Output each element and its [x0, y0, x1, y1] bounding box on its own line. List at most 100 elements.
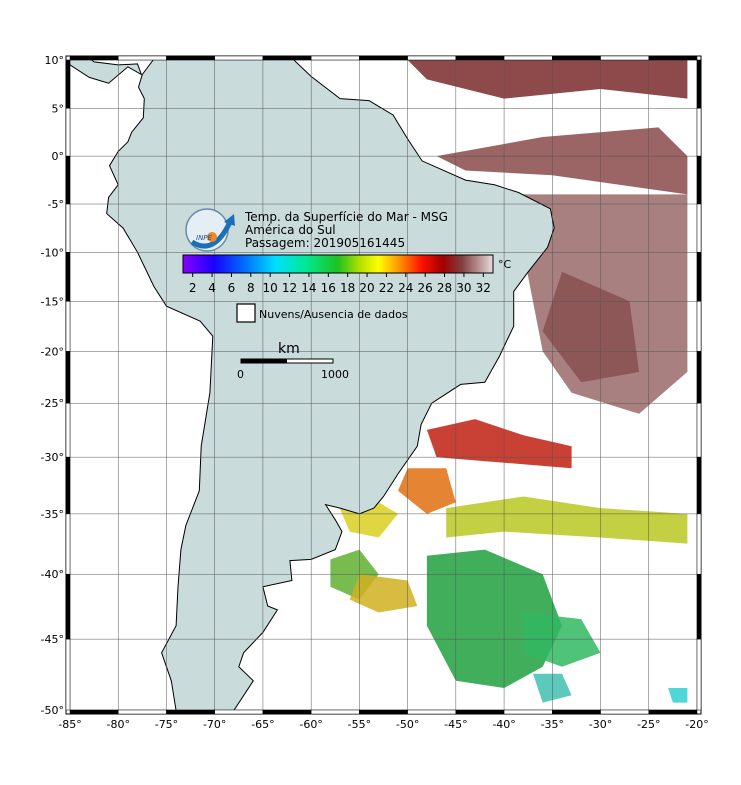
lon-tick-label: -35°: [541, 718, 564, 731]
sst-patch: [523, 612, 601, 667]
colorbar-ticks: 2 4 6 8 10 12 14 16 18 20 22 24 26 28 30 32: [189, 273, 491, 295]
frame-segment: [65, 456, 71, 515]
scale-start: 0: [237, 368, 244, 381]
colorbar-tick-label: 24: [398, 281, 413, 295]
frame-segment: [65, 638, 71, 711]
colorbar-tick-label: 10: [263, 281, 278, 295]
frame-segment: [600, 709, 650, 715]
logo-sun: [207, 232, 217, 242]
frame-segment: [65, 155, 71, 205]
logo-swoosh: [190, 220, 233, 249]
frame-segment: [648, 55, 698, 61]
frame-segment: [69, 55, 119, 61]
colorbar-tick-label: 32: [476, 281, 491, 295]
frame-segment: [503, 55, 553, 61]
frame-segment: [214, 55, 264, 61]
frame-segment: [310, 55, 360, 61]
lat-tick-label: -25°: [41, 397, 64, 410]
frame-segment: [407, 709, 457, 715]
frame-segment: [696, 456, 702, 515]
frame-segment: [696, 351, 702, 404]
frame-segment: [600, 55, 650, 61]
frame-segment: [69, 709, 119, 715]
lon-tick-label: -80°: [106, 718, 129, 731]
frame-segment: [65, 513, 71, 575]
colorbar-tick-label: 26: [418, 281, 433, 295]
frame-segment: [359, 55, 408, 61]
central-america: [70, 60, 143, 84]
frame-segment: [503, 709, 553, 715]
frame-segment: [696, 638, 702, 711]
sst-patch: [407, 60, 688, 99]
frame-segment: [696, 402, 702, 458]
legend-label: Nuvens/Ausencia de dados: [259, 308, 408, 321]
frame-segment: [696, 155, 702, 205]
frame-segment: [455, 55, 505, 61]
sst-patch: [542, 271, 640, 383]
logo-text: INPE: [196, 234, 213, 242]
scale-end: 1000: [321, 368, 349, 381]
map-frame: [65, 55, 702, 715]
axis-labels: 10° 5° 0° -5° -10° -15° -20° -25° -30° -35° -40° -4…: [41, 54, 709, 731]
sst-patch: [426, 419, 572, 469]
colorbar-tick-label: 22: [379, 281, 394, 295]
colorbar-tick-label: 20: [359, 281, 374, 295]
logo-arrow: [224, 214, 235, 226]
lat-tick-label: 10°: [45, 54, 65, 67]
legend-swatch: [236, 303, 256, 323]
colorbar-tick-label: 2: [189, 281, 197, 295]
sst-patch: [436, 127, 688, 195]
colorbar-tick-label: 14: [301, 281, 316, 295]
colorbar: [182, 254, 494, 274]
frame-segment: [65, 252, 71, 302]
lon-tick-label: -55°: [348, 718, 371, 731]
lon-tick-label: -85°: [58, 718, 81, 731]
frame-segment: [696, 301, 702, 352]
frame-segment: [407, 55, 457, 61]
frame-segment: [65, 573, 71, 640]
frame-segment: [166, 709, 215, 715]
frame-segment: [359, 709, 408, 715]
frame-segment: [214, 709, 264, 715]
scale-unit: km: [278, 341, 300, 357]
pass-time: Passagem: 201905161445: [245, 236, 405, 250]
colorbar-unit: °C: [498, 258, 512, 271]
frame-segment: [696, 59, 702, 109]
colorbar-tick-label: 28: [437, 281, 452, 295]
frame-segment: [552, 55, 601, 61]
colorbar-tick-label: 16: [321, 281, 336, 295]
scale-bar-fill: [241, 359, 287, 363]
colorbar-tick-label: 4: [208, 281, 216, 295]
logo: INPE: [185, 208, 235, 252]
lat-tick-label: -5°: [48, 198, 64, 211]
colorbar-tick-label: 12: [282, 281, 297, 295]
frame-segment: [65, 301, 71, 352]
lon-tick-label: -40°: [492, 718, 515, 731]
frame-segment: [648, 709, 698, 715]
sst-patch: [349, 574, 418, 613]
lat-tick-label: -15°: [41, 295, 64, 308]
lon-tick-label: -25°: [637, 718, 660, 731]
sst-patch: [398, 468, 456, 514]
frame-segment: [65, 402, 71, 458]
lon-tick-label: -45°: [444, 718, 467, 731]
colorbar-tick-label: 18: [340, 281, 355, 295]
frame-segment: [696, 573, 702, 640]
lat-tick-label: 0°: [52, 150, 65, 163]
frame-segment: [166, 55, 215, 61]
frame-segment: [262, 55, 312, 61]
lon-tick-label: -20°: [685, 718, 708, 731]
colorbar-tick-label: 8: [247, 281, 255, 295]
lat-tick-label: -40°: [41, 568, 64, 581]
title: Temp. da Superfície do Mar - MSG: [244, 210, 448, 224]
lat-tick-label: -50°: [41, 704, 64, 717]
frame-segment: [696, 513, 702, 575]
frame-segment: [117, 55, 167, 61]
lat-tick-label: -35°: [41, 508, 64, 521]
lat-tick-label: 5°: [52, 102, 65, 115]
frame-segment: [65, 203, 71, 253]
colorbar-tick-label: 6: [228, 281, 236, 295]
lon-tick-label: -75°: [155, 718, 178, 731]
region: América do Sul: [245, 223, 336, 237]
